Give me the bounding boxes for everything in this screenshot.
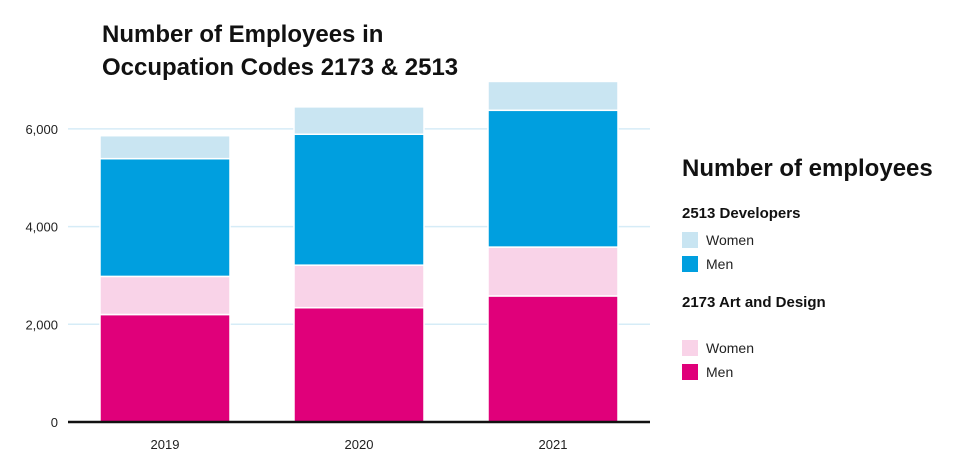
bar-2020-series-3: [293, 106, 425, 135]
legend-swatch-0-1: [682, 256, 698, 272]
bar-2021-series-1: [487, 246, 619, 297]
x-tick-label-2021: 2021: [539, 437, 568, 452]
x-tick-label-2020: 2020: [345, 437, 374, 452]
bar-2020-series-1: [293, 264, 425, 309]
legend-swatch-1-1: [682, 364, 698, 380]
chart-title: Number of Employees in Occupation Codes …: [102, 21, 458, 81]
bar-2019-series-3: [99, 134, 231, 160]
legend-label-1-0: Women: [706, 340, 754, 356]
y-axis-ticks: 0 2,000 4,000 6,000: [25, 122, 58, 430]
legend-swatch-1-0: [682, 340, 698, 356]
x-axis: 2019 2020 2021: [68, 420, 650, 452]
bar-2019-series-2: [99, 157, 231, 278]
legend: Number of employees 2513 Developers Women M…: [682, 155, 933, 380]
legend-group-title-0: 2513 Developers: [682, 205, 800, 222]
bar-2019-series-1: [99, 275, 231, 316]
y-tick-label-0: 0: [51, 415, 58, 430]
legend-label-0-0: Women: [706, 232, 754, 248]
legend-label-0-1: Men: [706, 256, 733, 272]
legend-group-title-1: 2173 Art and Design: [682, 294, 826, 311]
legend-title: Number of employees: [682, 155, 933, 182]
y-tick-label-4000: 4,000: [25, 220, 58, 235]
bar-2021-series-0: [487, 295, 619, 423]
bars: [99, 80, 619, 423]
bar-2021-series-2: [487, 109, 619, 248]
chart-title-line-2: Occupation Codes 2173 & 2513: [102, 54, 458, 81]
bar-2020-series-2: [293, 133, 425, 266]
bar-2019-series-0: [99, 313, 231, 423]
legend-swatch-0-0: [682, 232, 698, 248]
legend-label-1-1: Men: [706, 364, 733, 380]
x-tick-label-2019: 2019: [151, 437, 180, 452]
y-tick-label-2000: 2,000: [25, 317, 58, 332]
y-tick-label-6000: 6,000: [25, 122, 58, 137]
bar-2020-series-0: [293, 306, 425, 423]
bar-2021-series-3: [487, 80, 619, 112]
chart-title-line-1: Number of Employees in: [102, 21, 383, 48]
